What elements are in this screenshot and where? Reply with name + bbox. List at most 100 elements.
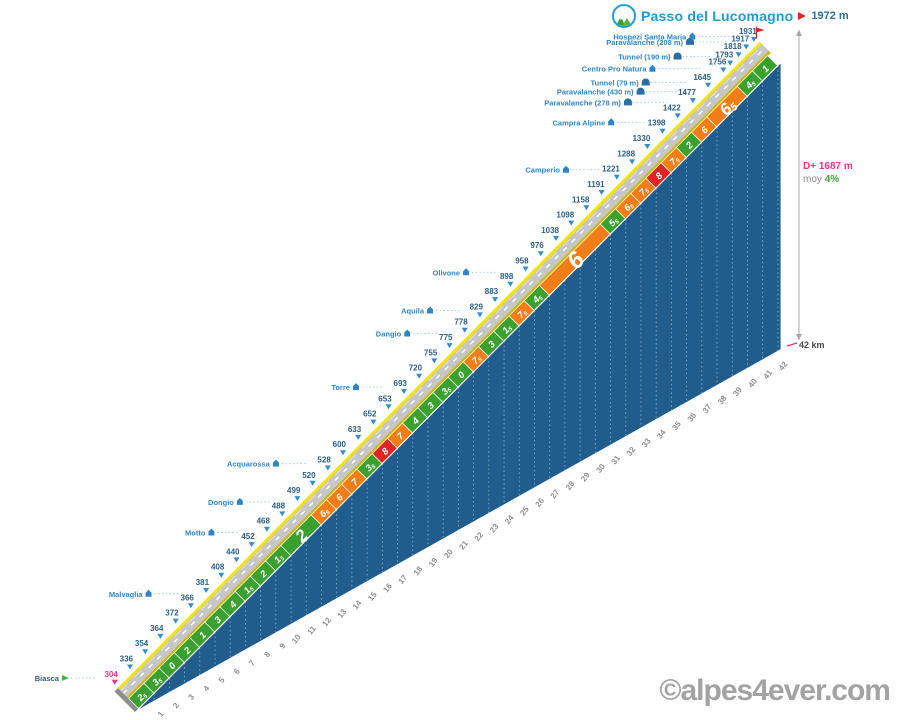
elevation-label: 336	[120, 655, 134, 664]
elevation-marker	[340, 450, 346, 456]
km-label: 18	[412, 564, 425, 577]
km-label: 7	[247, 658, 257, 667]
km-label: 1	[156, 709, 166, 718]
elevation-label: 755	[424, 348, 438, 357]
km-label: 21	[457, 539, 470, 552]
elevation-label: 1756	[709, 58, 727, 67]
km-label: 10	[290, 632, 303, 645]
elevation-marker	[727, 60, 734, 66]
elevation-label: 1330	[632, 134, 650, 143]
grade-value: 1	[197, 630, 209, 642]
km-label: 9	[278, 641, 288, 650]
km-label: 8	[262, 649, 272, 658]
km-label: 32	[625, 445, 638, 458]
km-label: 36	[686, 411, 699, 424]
summit-guide-line	[756, 25, 758, 28]
elevation-label: 468	[257, 517, 271, 526]
distance-tick	[786, 342, 798, 347]
measure-arrow-bottom	[796, 334, 802, 340]
elevation-label: 976	[530, 241, 544, 250]
elevation-marker	[355, 434, 362, 440]
elevation-label: 1288	[617, 149, 635, 158]
elevation-label: 499	[287, 486, 301, 495]
elevation-marker	[309, 480, 316, 486]
elevation-marker	[111, 679, 118, 685]
elevation-marker	[385, 404, 392, 410]
poi-label: Dongio	[208, 498, 234, 507]
km-label: 42	[777, 359, 790, 372]
elevation-marker	[492, 297, 499, 303]
km-label: 40	[746, 376, 759, 389]
elevation-marker	[553, 235, 559, 241]
elevation-label: 364	[150, 624, 164, 633]
poi-label: Tunnel (79 m)	[591, 78, 640, 87]
road-center-dashes	[122, 46, 766, 694]
elevation-label: 1098	[556, 211, 574, 220]
elevation-marker	[659, 128, 666, 134]
elevation-label: 440	[226, 547, 240, 556]
poi-label: Paravalanche (208 m)	[606, 38, 683, 47]
summit-flag	[756, 27, 765, 33]
km-label: 38	[716, 394, 729, 407]
km-label: 34	[655, 428, 668, 441]
avg-gradient-label: 4%	[824, 174, 840, 185]
poi-label: Acquarossa	[227, 460, 271, 469]
km-label: 29	[579, 470, 592, 483]
elevation-label: 1422	[663, 103, 681, 112]
tunnel-icon	[673, 52, 682, 60]
elevation-marker	[644, 144, 651, 149]
km-label: 35	[670, 419, 683, 432]
elevation-marker	[446, 343, 453, 349]
elevation-label: 1931	[739, 27, 757, 36]
elevation-marker	[248, 542, 255, 548]
elevation-label: 520	[302, 471, 316, 480]
elevation-label: 958	[515, 257, 529, 266]
km-label: 12	[320, 615, 333, 628]
km-label: 37	[701, 402, 714, 415]
elevation-marker	[705, 82, 712, 88]
elevation-label: 1158	[572, 195, 590, 204]
elevation-marker	[324, 465, 331, 471]
elevation-label: 1398	[648, 119, 666, 128]
elevation-label: 778	[454, 318, 468, 327]
elevation-marker	[400, 389, 407, 394]
elevation-label: 652	[363, 410, 377, 419]
km-label: 4	[202, 684, 212, 693]
poi-label: Tunnel (190 m)	[618, 52, 671, 61]
poi-label: Motto	[185, 529, 206, 538]
elevation-marker	[743, 44, 750, 50]
elevation-label: 1221	[602, 165, 620, 174]
grade-value: 1	[760, 63, 772, 75]
elevation-marker	[416, 373, 423, 379]
total-distance-label: 42 km	[799, 340, 825, 350]
elevation-marker	[142, 649, 149, 655]
road-edge-bottom	[126, 50, 771, 699]
km-label: 39	[731, 385, 744, 398]
elevation-label: 693	[394, 379, 408, 388]
elevation-label: 1038	[541, 226, 559, 235]
elevation-marker	[187, 603, 194, 609]
elevation-label: 452	[241, 532, 255, 541]
elevation-marker	[674, 113, 681, 119]
elevation-marker	[263, 526, 270, 532]
elevation-label: 600	[333, 440, 347, 449]
km-label: 30	[594, 462, 607, 475]
km-label: 23	[488, 521, 501, 534]
summit-flag-icon	[798, 12, 807, 20]
elevation-marker	[294, 496, 301, 502]
elevation-marker	[735, 52, 742, 58]
elevation-marker	[279, 511, 286, 517]
km-label: 11	[306, 624, 319, 637]
village-icon	[689, 32, 696, 40]
elevation-marker	[157, 633, 164, 639]
tunnel-icon	[623, 98, 632, 106]
elevation-label: 898	[500, 272, 514, 281]
km-label: 5	[217, 675, 227, 684]
summit-title: Passo del Lucomagno 1972 m	[612, 4, 849, 28]
poi-label: Centro Pro Natura	[582, 65, 647, 74]
elevation-label: 883	[485, 287, 499, 296]
elevation-marker	[583, 205, 590, 211]
km-label: 6	[232, 667, 242, 676]
elevation-label: 1191	[587, 180, 605, 189]
